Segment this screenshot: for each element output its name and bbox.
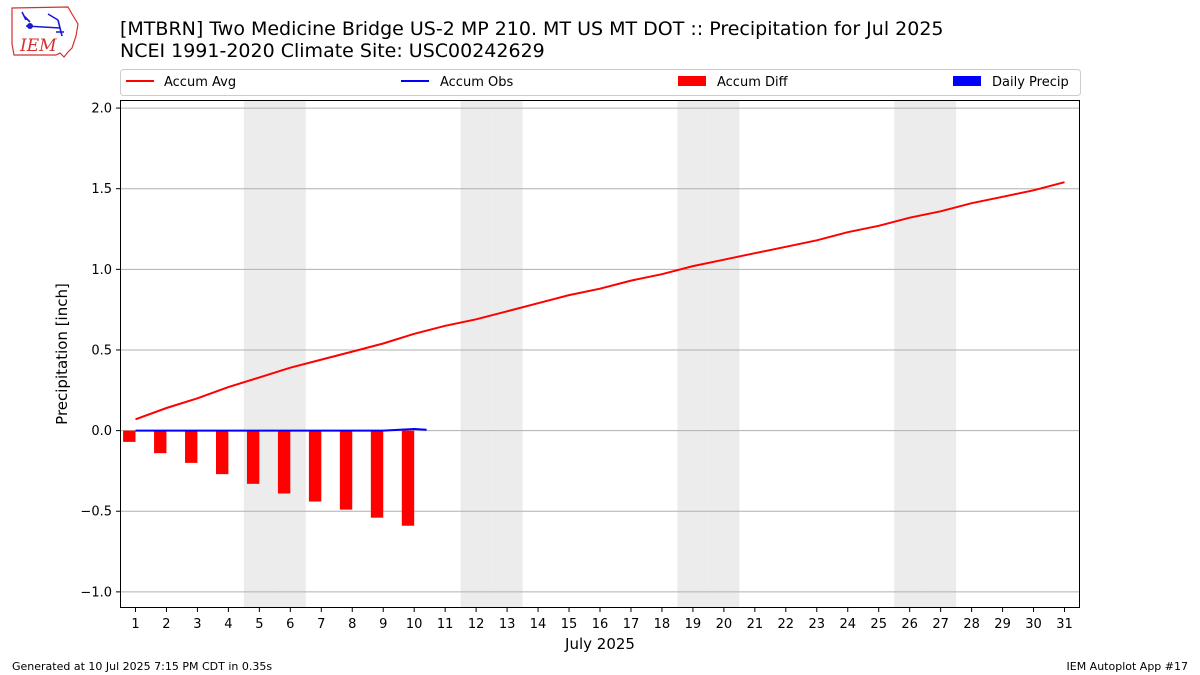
accum-diff-bar xyxy=(123,430,136,442)
x-tick-label: 4 xyxy=(224,617,232,632)
legend-label-accum-diff: Accum Diff xyxy=(717,75,789,90)
footer-generated-text: Generated at 10 Jul 2025 7:15 PM CDT in … xyxy=(12,660,272,673)
x-tick-label: 30 xyxy=(1025,617,1042,632)
weekend-band xyxy=(708,100,740,608)
legend: Accum Avg Accum Obs Accum Diff Daily Pre… xyxy=(120,69,1081,96)
weather-station-icon xyxy=(21,11,64,37)
legend-label-accum-obs: Accum Obs xyxy=(440,75,513,90)
y-tick-label: 1.5 xyxy=(91,182,112,197)
chart-title: [MTBRN] Two Medicine Bridge US-2 MP 210.… xyxy=(120,18,944,40)
plot-frame xyxy=(120,100,1080,608)
accum-diff-bar xyxy=(339,430,353,510)
x-tick-label: 31 xyxy=(1056,617,1073,632)
grid-lines xyxy=(120,107,1080,593)
x-tick-label: 29 xyxy=(994,617,1011,632)
x-tick-label: 11 xyxy=(437,617,454,632)
x-tick-label: 6 xyxy=(286,617,294,632)
x-tick-label: 27 xyxy=(932,617,949,632)
accum-diff-bar xyxy=(216,430,229,475)
legend-label-daily-precip: Daily Precip xyxy=(992,75,1069,90)
x-tick-label: 15 xyxy=(561,617,578,632)
x-tick-label: 25 xyxy=(870,617,887,632)
x-tick-label: 14 xyxy=(530,617,547,632)
x-tick-label: 17 xyxy=(623,617,640,632)
weekend-band xyxy=(274,100,306,608)
x-tick-label: 24 xyxy=(839,617,856,632)
y-tick-label: 2.0 xyxy=(91,102,112,117)
x-tick-label: 23 xyxy=(809,617,826,632)
accum-diff-bar xyxy=(246,430,260,484)
y-axis-ticks: −1.0 −0.5 0.0 0.5 1.0 1.5 2.0 xyxy=(80,102,120,600)
x-tick-label: 1 xyxy=(131,617,139,632)
legend-label-accum-avg: Accum Avg xyxy=(164,75,236,90)
x-axis-label: July 2025 xyxy=(564,635,635,653)
x-tick-label: 5 xyxy=(255,617,263,632)
x-tick-label: 10 xyxy=(406,617,423,632)
x-tick-label: 3 xyxy=(193,617,201,632)
x-tick-label: 7 xyxy=(317,617,325,632)
weekend-band xyxy=(460,100,492,608)
weekend-band xyxy=(925,100,957,608)
accum-diff-bar xyxy=(370,430,384,518)
accum-diff-bar xyxy=(185,430,198,463)
x-tick-label: 12 xyxy=(468,617,485,632)
weekend-band xyxy=(677,100,709,608)
station-dot-icon xyxy=(27,23,33,29)
x-tick-label: 20 xyxy=(716,617,733,632)
weekend-band xyxy=(894,100,926,608)
legend-swatch-daily-precip xyxy=(953,76,981,86)
x-tick-label: 18 xyxy=(654,617,671,632)
y-tick-label: −0.5 xyxy=(80,505,112,520)
x-tick-label: 22 xyxy=(778,617,795,632)
x-tick-label: 16 xyxy=(592,617,609,632)
accum-avg-line xyxy=(135,181,1065,421)
x-axis-ticks: 1 2 3 4 5 6 7 8 9 10 11 12 13 14 15 16 17 18 19 20 21 22 23 24 2… xyxy=(131,608,1073,632)
legend-swatch-accum-diff xyxy=(678,76,706,86)
x-tick-label: 13 xyxy=(499,617,516,632)
weekend-band xyxy=(243,100,275,608)
weekend-shading xyxy=(243,100,957,608)
iem-logo: IEM xyxy=(11,6,79,58)
accum-diff-bars xyxy=(123,430,415,526)
y-tick-label: −1.0 xyxy=(80,585,112,600)
accum-diff-bar xyxy=(308,430,322,502)
y-tick-label: 1.0 xyxy=(91,263,112,278)
legend-frame xyxy=(120,69,1081,96)
x-tick-label: 8 xyxy=(348,617,356,632)
x-tick-label: 21 xyxy=(747,617,764,632)
accum-diff-bar xyxy=(277,430,291,494)
x-tick-label: 2 xyxy=(162,617,170,632)
footer-app-text: IEM Autoplot App #17 xyxy=(1067,660,1189,673)
series-lines xyxy=(135,181,1065,432)
x-tick-label: 9 xyxy=(379,617,387,632)
accum-diff-bar xyxy=(154,430,167,454)
weekend-band xyxy=(491,100,523,608)
logo-text: IEM xyxy=(19,36,57,56)
x-tick-label: 26 xyxy=(901,617,918,632)
chart-subtitle: NCEI 1991-2020 Climate Site: USC00242629 xyxy=(120,40,545,62)
y-tick-label: 0.0 xyxy=(91,424,112,439)
accum-diff-bar xyxy=(401,430,415,526)
y-axis-label: Precipitation [inch] xyxy=(53,283,71,425)
iowa-outline-logo xyxy=(11,6,79,58)
accum-obs-line xyxy=(135,427,427,432)
x-tick-label: 28 xyxy=(963,617,980,632)
x-tick-label: 19 xyxy=(685,617,702,632)
y-tick-label: 0.5 xyxy=(91,343,112,358)
